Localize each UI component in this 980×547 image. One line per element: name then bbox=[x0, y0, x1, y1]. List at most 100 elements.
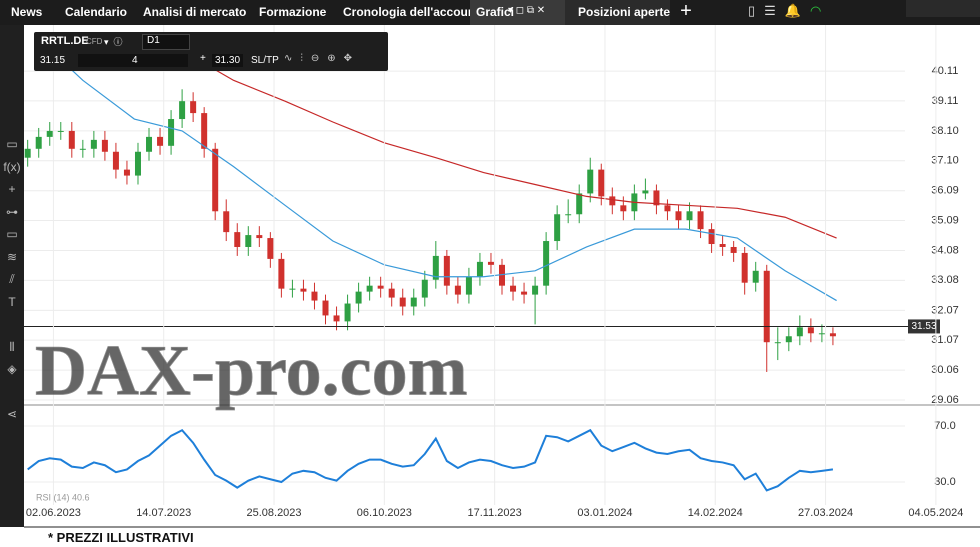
nav-tab[interactable]: Grafici bbox=[476, 5, 515, 19]
candle-body bbox=[278, 258, 285, 289]
candle-body bbox=[267, 238, 274, 259]
candle-body bbox=[35, 136, 42, 149]
candle-body bbox=[421, 279, 428, 298]
candle-body bbox=[112, 151, 119, 170]
nav-tab[interactable]: Analisi di mercato bbox=[143, 5, 247, 19]
candle-body bbox=[90, 139, 97, 149]
y-tick-label: 36.09 bbox=[931, 185, 959, 197]
timeframe[interactable]: D1 bbox=[142, 34, 190, 50]
quantity[interactable]: 4 bbox=[132, 55, 138, 66]
candle-body bbox=[322, 300, 329, 316]
candle-body bbox=[741, 252, 748, 283]
candle-body bbox=[377, 285, 384, 289]
x-tick-label: 06.10.2023 bbox=[357, 507, 412, 519]
y-tick-label: 30.0 bbox=[934, 476, 955, 488]
dropdown[interactable]: ▾ ⓘ bbox=[104, 37, 123, 47]
active-tab-bg bbox=[470, 0, 565, 25]
candle-body bbox=[675, 211, 682, 221]
toolbar-icons[interactable]: ▯☰🔔◠ bbox=[748, 3, 831, 18]
candle-body bbox=[157, 136, 164, 146]
y-tick-label: 70.0 bbox=[934, 420, 955, 432]
nav-tab[interactable]: Calendario bbox=[65, 5, 128, 19]
candle-body bbox=[388, 288, 395, 298]
y-tick-label: 30.06 bbox=[931, 364, 959, 376]
candle-body bbox=[68, 130, 75, 149]
candle-body bbox=[57, 130, 64, 132]
qty-box[interactable] bbox=[78, 54, 188, 67]
symbol[interactable]: RRTL.DE bbox=[41, 35, 89, 47]
candle-body bbox=[432, 255, 439, 280]
candle-body bbox=[785, 336, 792, 343]
candle-body bbox=[543, 241, 550, 286]
candle-body bbox=[510, 285, 517, 292]
y-tick-label: 37.10 bbox=[931, 155, 959, 167]
candle-body bbox=[454, 285, 461, 295]
candle-body bbox=[256, 235, 263, 239]
drawing-tools[interactable]: ▭ f(x) + ⊶ ▭ ≋ ⫽ T ⫴ ◈ ⋖ bbox=[3, 137, 21, 421]
candle-body bbox=[576, 193, 583, 215]
y-tick-label: 29.06 bbox=[931, 394, 959, 406]
x-tick-label: 14.02.2024 bbox=[688, 507, 743, 519]
candle-body bbox=[818, 333, 825, 335]
price-label-bg bbox=[908, 319, 940, 334]
top-nav: News Calendario Analisi di mercato Forma… bbox=[0, 0, 980, 25]
candle-body bbox=[300, 288, 307, 292]
candle-body bbox=[807, 327, 814, 334]
candle-body bbox=[123, 169, 130, 176]
nav-tab[interactable]: Cronologia dell'account bbox=[343, 5, 480, 19]
candle-body bbox=[134, 151, 141, 176]
candle-body bbox=[521, 291, 528, 295]
candle-body bbox=[499, 264, 505, 286]
y-tick-label: 38.10 bbox=[931, 125, 959, 137]
x-tick-label: 04.05.2024 bbox=[908, 507, 963, 519]
candle-body bbox=[752, 270, 759, 283]
candle-body bbox=[465, 276, 472, 295]
candle-body bbox=[598, 169, 605, 197]
add-tab[interactable]: + bbox=[680, 0, 692, 22]
candle-body bbox=[565, 214, 572, 216]
candle-body bbox=[763, 270, 770, 343]
chart-tools[interactable]: ∿⫶⊖⊕✥ bbox=[284, 53, 361, 64]
indicator-label: RSI (14) 40.6 bbox=[36, 492, 90, 502]
bid[interactable]: 31.15 bbox=[40, 55, 66, 66]
nav-tab[interactable]: Formazione bbox=[259, 5, 327, 19]
tab-icons[interactable]: ▾ ◻ ⧉ ✕ bbox=[508, 5, 546, 16]
y-tick-label: 35.09 bbox=[931, 214, 959, 226]
nav-tab[interactable]: News bbox=[11, 5, 43, 19]
nav-tab[interactable]: Posizioni aperte bbox=[578, 5, 671, 19]
candle-body bbox=[730, 246, 737, 253]
y-tick-label: 40.11 bbox=[932, 65, 959, 77]
x-tick-label: 02.06.2023 bbox=[26, 507, 81, 519]
candle-body bbox=[719, 244, 726, 247]
candle-body bbox=[201, 113, 208, 149]
candle-body bbox=[101, 139, 108, 152]
x-tick-label: 14.07.2023 bbox=[136, 507, 191, 519]
sltp[interactable]: SL/TP bbox=[251, 55, 279, 66]
candle-body bbox=[410, 297, 417, 307]
x-tick-label: 17.11.2023 bbox=[468, 507, 522, 519]
candle-body bbox=[532, 285, 539, 295]
candle-body bbox=[697, 211, 704, 230]
watermark: DAX-pro.com bbox=[35, 331, 468, 411]
rsi-line bbox=[27, 428, 834, 492]
candle-body bbox=[344, 303, 351, 322]
y-tick-label: 31.07 bbox=[931, 334, 959, 346]
x-tick-label: 25.08.2023 bbox=[246, 507, 301, 519]
candle-body bbox=[289, 288, 296, 290]
candle-body bbox=[179, 101, 186, 120]
x-tick-label: 03.01.2024 bbox=[577, 507, 632, 519]
candle-body bbox=[653, 190, 660, 206]
candle-body bbox=[686, 211, 693, 221]
price-label: 31.53 bbox=[911, 321, 936, 332]
candle-body bbox=[46, 130, 53, 137]
candle-body bbox=[796, 327, 803, 337]
footer-note: * PREZZI ILLUSTRATIVI bbox=[48, 530, 194, 545]
candle-body bbox=[223, 211, 230, 233]
account-box[interactable] bbox=[906, 0, 980, 17]
ask[interactable]: 31.30 bbox=[212, 54, 244, 67]
candle-body bbox=[487, 261, 494, 265]
candle-body bbox=[587, 169, 594, 194]
y-tick-label: 39.11 bbox=[932, 95, 959, 107]
candle-body bbox=[399, 297, 406, 307]
